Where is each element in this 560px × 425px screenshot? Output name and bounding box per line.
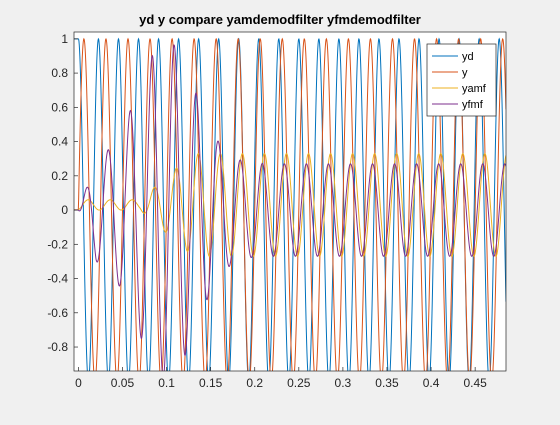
y-tick-label: -0.6 <box>47 306 68 320</box>
x-tick-label: 0 <box>75 376 82 390</box>
x-tick-label: 0.35 <box>375 376 399 390</box>
ticks-layer: 0 0.05 0.1 0.15 0.2 0.25 0.3 0.35 0.4 0.45 -0.8 -0.… <box>47 32 487 390</box>
chart-title: yd y compare yamdemodfilter yfmdemodfilt… <box>139 12 421 27</box>
x-tick-label: 0.15 <box>199 376 223 390</box>
series-line-yamf <box>74 152 506 257</box>
y-tick-label: 0 <box>61 203 68 217</box>
x-tick-label: 0.1 <box>158 376 175 390</box>
y-tick-label: 1 <box>61 32 68 46</box>
y-tick-label: 0.2 <box>51 169 68 183</box>
y-tick-label: 0.8 <box>51 66 68 80</box>
legend: yd y yamf yfmf <box>426 43 497 117</box>
x-tick-label: 0.2 <box>246 376 263 390</box>
legend-label-yfmf: yfmf <box>462 99 484 111</box>
y-tick-label: 0.6 <box>51 100 68 114</box>
y-tick-label: -0.4 <box>47 272 68 286</box>
y-tick-label: -0.2 <box>47 237 68 251</box>
axes-box <box>73 31 507 372</box>
series-line-yfmf <box>74 44 506 371</box>
x-tick-label: 0.3 <box>335 376 352 390</box>
x-tick-label: 0.25 <box>287 376 311 390</box>
y-tick-label: -0.8 <box>47 340 68 354</box>
x-tick-label: 0.4 <box>423 376 440 390</box>
legend-label-yd: yd <box>462 51 474 63</box>
x-tick-label: 0.45 <box>463 376 487 390</box>
legend-label-y: y <box>462 67 468 79</box>
series-line-yd <box>74 37 506 371</box>
x-tick-label: 0.05 <box>111 376 135 390</box>
y-tick-label: 0.4 <box>51 135 68 149</box>
legend-label-yamf: yamf <box>462 83 487 95</box>
